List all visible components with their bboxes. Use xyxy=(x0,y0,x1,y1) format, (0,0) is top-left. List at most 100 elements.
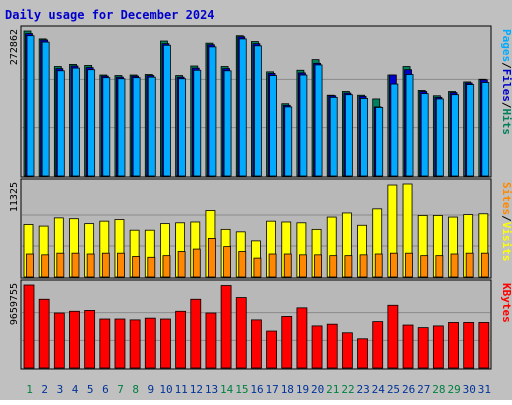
kbytes-bar xyxy=(190,298,202,369)
kbytes-bar xyxy=(311,325,323,369)
pages-bar xyxy=(132,77,141,177)
series-legend: Sites/Visits xyxy=(500,182,512,262)
pages-bar xyxy=(360,98,368,177)
day-label: 3 xyxy=(57,383,64,396)
sites-bar xyxy=(147,256,156,278)
kbytes-bar xyxy=(129,319,141,369)
sites-bar xyxy=(480,252,489,278)
series-legend: Pages/Files/Hits xyxy=(500,29,512,135)
pages-bar xyxy=(26,35,35,177)
day-label: 20 xyxy=(311,383,324,396)
pages-bar xyxy=(344,94,353,177)
sites-bar xyxy=(374,253,383,278)
pages-bar xyxy=(329,96,338,177)
day-label: 11 xyxy=(175,383,188,396)
kbytes-panel: 9659755 KBytes xyxy=(9,279,512,370)
kbytes-bar xyxy=(417,327,429,369)
hits-panel: 272862 Pages/Files/Hits xyxy=(9,25,512,178)
day-label: 5 xyxy=(87,383,94,396)
day-label: 18 xyxy=(281,383,294,396)
legend-visits: Visits xyxy=(500,222,512,262)
day-label: 7 xyxy=(117,383,124,396)
pages-bar xyxy=(147,76,156,177)
day-label: 22 xyxy=(341,383,354,396)
day-label: 6 xyxy=(102,383,109,396)
sites-bar xyxy=(359,254,368,278)
sites-bar xyxy=(71,252,80,278)
sites-bar xyxy=(101,252,110,278)
sites-bar xyxy=(299,254,307,278)
day-label: 1 xyxy=(26,383,33,396)
pages-bar xyxy=(375,107,384,177)
pages-bar xyxy=(87,69,96,177)
pages-bar xyxy=(420,93,429,177)
pages-bar xyxy=(451,94,459,177)
y-axis-max-label: 11325 xyxy=(9,182,20,212)
sites-bar xyxy=(389,252,398,278)
day-label: 15 xyxy=(235,383,248,396)
day-label: 13 xyxy=(205,383,218,396)
kbytes-bar xyxy=(463,322,475,369)
kbytes-bar xyxy=(69,310,80,369)
sites-bar xyxy=(132,256,141,278)
sites-bar xyxy=(117,252,125,278)
pages-bar xyxy=(163,44,171,177)
day-label: 19 xyxy=(296,383,309,396)
kbytes-bar xyxy=(99,318,111,369)
kbytes-bar xyxy=(23,284,35,369)
sites-bar xyxy=(405,252,413,278)
pages-bar xyxy=(405,74,414,177)
sites-bar xyxy=(208,238,216,278)
kbytes-bar xyxy=(326,323,338,369)
pages-bar xyxy=(390,83,399,177)
kbytes-bar xyxy=(266,330,277,369)
y-axis-max-label: 272862 xyxy=(9,29,20,65)
day-label: 27 xyxy=(417,383,430,396)
pages-bar xyxy=(284,106,293,177)
pages-bar xyxy=(254,45,262,177)
sites-bar xyxy=(420,255,429,278)
sites-bar xyxy=(314,254,322,278)
pages-bar xyxy=(208,46,217,177)
sites-bar xyxy=(41,254,50,278)
pages-bar xyxy=(466,84,475,177)
sites-bar xyxy=(162,255,171,278)
y-axis-max-label: 9659755 xyxy=(9,283,20,325)
day-axis-labels: 1 2 3 4 5 6 7 8 9 10 11 12 13 14 15 16 17 18 19 20 21 22 23 24 2… xyxy=(26,383,491,396)
sites-bar xyxy=(283,253,292,278)
sites-bar xyxy=(344,255,353,278)
kbytes-bar xyxy=(38,298,50,369)
visits-panel: 11325 Sites/Visits xyxy=(9,178,512,279)
sites-bar xyxy=(435,255,444,278)
day-label: 29 xyxy=(447,383,460,396)
kbytes-bar xyxy=(432,325,444,369)
day-label: 21 xyxy=(326,383,339,396)
pages-bar xyxy=(238,38,247,177)
kbytes-bar xyxy=(220,285,232,369)
sites-bar xyxy=(450,253,459,278)
kbytes-bar xyxy=(160,318,171,369)
pages-bar xyxy=(481,82,490,177)
legend-sites: Sites xyxy=(500,182,512,215)
sites-bar xyxy=(192,248,201,278)
legend-files: Files xyxy=(500,69,512,102)
day-label: 4 xyxy=(72,383,79,396)
kbytes-bar xyxy=(372,321,384,369)
day-label: 26 xyxy=(402,383,415,396)
pages-bar xyxy=(223,70,232,177)
legend-separator: / xyxy=(500,62,512,69)
kbytes-bar xyxy=(357,338,368,369)
sites-bar xyxy=(238,251,247,278)
legend-hits: Hits xyxy=(500,109,512,136)
kbytes-bar xyxy=(296,307,308,369)
kbytes-bar xyxy=(281,316,293,369)
sites-bar xyxy=(177,251,186,278)
sites-bar xyxy=(253,257,262,278)
day-label: 23 xyxy=(357,383,370,396)
legend-kbytes: KBytes xyxy=(500,283,512,323)
kbytes-bar xyxy=(341,332,353,369)
kbytes-bar xyxy=(387,304,399,369)
sites-bar xyxy=(86,253,95,278)
pages-bar xyxy=(102,77,111,177)
legend-pages: Pages xyxy=(500,29,512,62)
